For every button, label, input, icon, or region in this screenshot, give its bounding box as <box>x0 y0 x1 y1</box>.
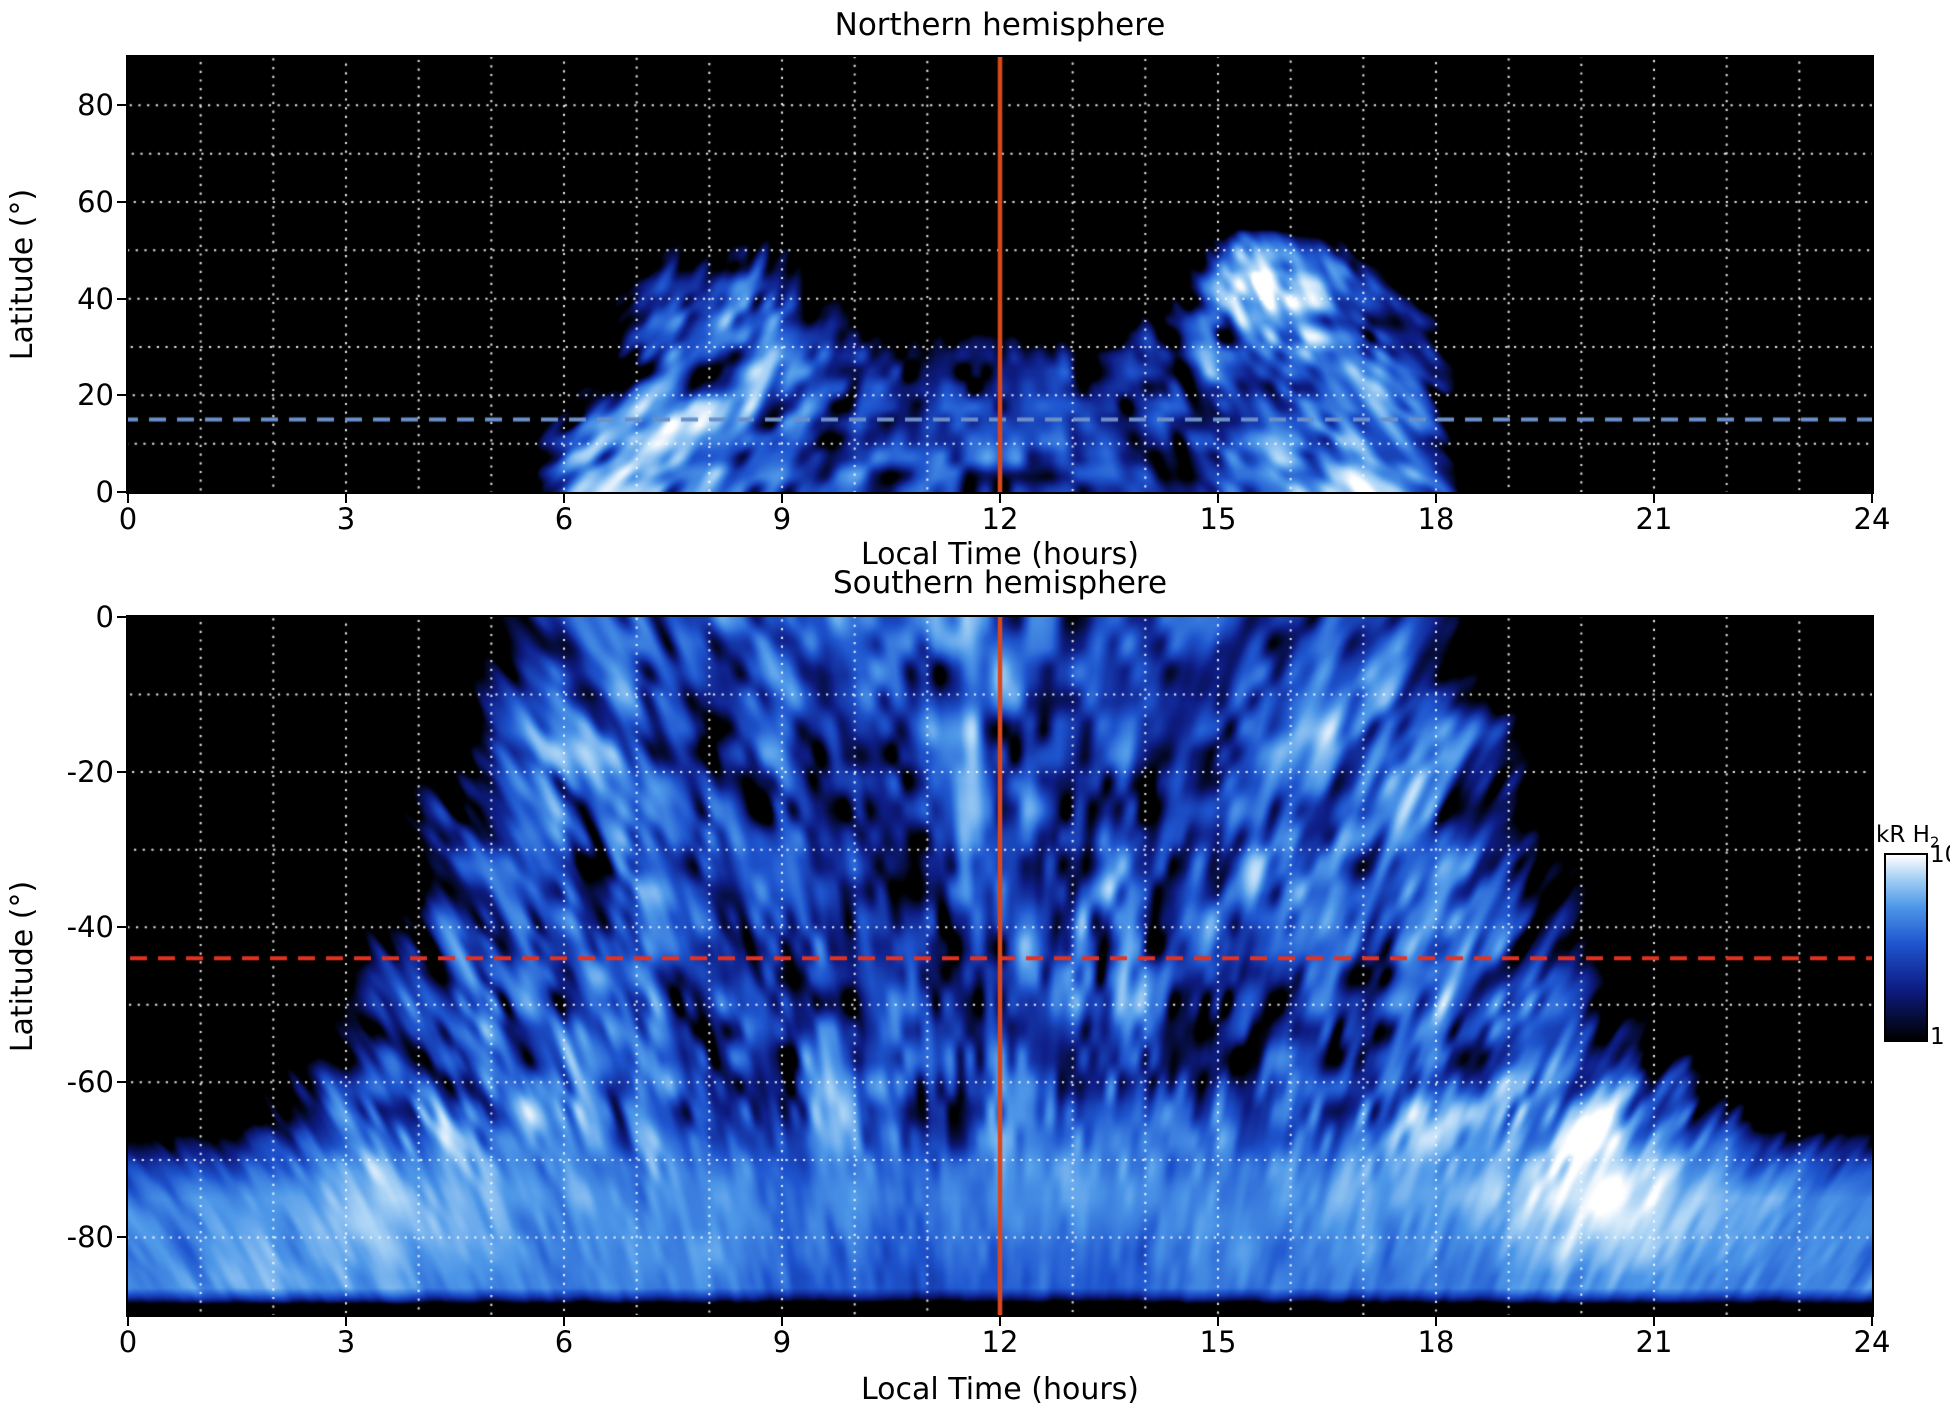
south-x-tick-mark <box>1435 1317 1437 1326</box>
north-x-tick-label: 0 <box>118 502 138 536</box>
north-y-tick-mark <box>117 491 126 493</box>
north-x-tick-label: 6 <box>554 502 574 536</box>
south-y-axis-label-text: Latitude (°) <box>5 880 41 1052</box>
south-x-axis-label: Local Time (hours) <box>861 1372 1139 1407</box>
south-x-tick-mark <box>999 1317 1001 1326</box>
south-x-tick-label: 3 <box>336 1325 356 1359</box>
north-x-tick-mark <box>1435 494 1437 503</box>
south-x-tick-label: 18 <box>1417 1325 1455 1359</box>
north-x-tick-mark <box>1871 494 1873 503</box>
north-x-tick-label: 12 <box>981 502 1019 536</box>
south-y-tick-label: -40 <box>66 910 114 945</box>
north-y-tick-label: 80 <box>77 88 114 123</box>
north-y-tick-mark <box>117 201 126 203</box>
colorbar-max-label: 10 <box>1930 842 1950 868</box>
south-y-tick-label: 0 <box>95 600 114 634</box>
colorbar-title-text: kR H <box>1876 822 1930 848</box>
south-x-tick-mark <box>127 1317 129 1326</box>
south-heatmap <box>126 615 1874 1317</box>
north-x-tick-label: 3 <box>336 502 356 536</box>
north-y-tick-mark <box>117 297 126 300</box>
south-x-tick-label: 24 <box>1853 1325 1891 1359</box>
south-x-tick-mark <box>781 1317 783 1326</box>
north-x-tick-label: 9 <box>772 502 792 536</box>
colorbar-gradient <box>1884 853 1928 1042</box>
north-y-axis-label-text: Latitude (°) <box>5 188 41 361</box>
north-x-tick-label: 24 <box>1853 502 1891 536</box>
colorbar-min-label: 1 <box>1930 1024 1945 1050</box>
south-y-tick-label: -20 <box>66 755 114 790</box>
south-y-tick-mark <box>117 1236 126 1239</box>
colorbar-title-subscript: 2 <box>1929 833 1940 852</box>
north-y-tick-label: 60 <box>77 185 114 219</box>
north-y-tick-label: 0 <box>95 475 114 509</box>
south-x-tick-label: 15 <box>1199 1325 1237 1359</box>
south-y-tick-mark <box>117 1081 126 1084</box>
south-y-tick-label: -80 <box>66 1220 114 1255</box>
south-y-tick-mark <box>117 771 126 774</box>
north-x-tick-mark <box>345 494 347 503</box>
south-y-axis-label: Latitude (°) <box>0 617 46 1315</box>
south-x-tick-label: 6 <box>554 1325 574 1359</box>
south-x-tick-label: 0 <box>118 1325 138 1359</box>
north-x-tick-label: 21 <box>1635 502 1673 536</box>
north-x-tick-mark <box>999 494 1001 503</box>
colorbar-title: kR H2 <box>1876 822 1939 852</box>
north-x-tick-mark <box>1653 494 1655 503</box>
south-x-tick-mark <box>563 1317 565 1326</box>
south-x-tick-mark <box>1217 1317 1219 1326</box>
north-x-tick-mark <box>127 494 129 503</box>
south-x-tick-label: 9 <box>772 1325 792 1359</box>
south-y-tick-mark <box>117 926 126 929</box>
north-x-tick-mark <box>563 494 565 503</box>
south-y-tick-label: -60 <box>66 1065 114 1100</box>
north-x-tick-label: 18 <box>1417 502 1455 536</box>
south-x-tick-mark <box>1653 1317 1655 1326</box>
south-x-tick-mark <box>1871 1317 1873 1326</box>
south-x-tick-mark <box>345 1317 347 1326</box>
north-y-tick-label: 20 <box>77 378 114 413</box>
south-x-tick-label: 21 <box>1635 1325 1673 1359</box>
north-heatmap <box>126 55 1874 494</box>
south-y-tick-mark <box>117 616 126 618</box>
north-y-axis-label: Latitude (°) <box>0 57 46 492</box>
north-y-tick-mark <box>117 104 126 107</box>
north-x-axis-label: Local Time (hours) <box>861 537 1139 572</box>
north-title: Northern hemisphere <box>834 7 1166 43</box>
south-x-tick-label: 12 <box>981 1325 1019 1359</box>
north-x-tick-mark <box>1217 494 1219 503</box>
south-title: Southern hemisphere <box>832 565 1168 601</box>
north-y-tick-label: 40 <box>77 281 114 316</box>
north-x-tick-mark <box>781 494 783 503</box>
north-y-tick-mark <box>117 394 126 397</box>
north-x-tick-label: 15 <box>1199 502 1237 536</box>
